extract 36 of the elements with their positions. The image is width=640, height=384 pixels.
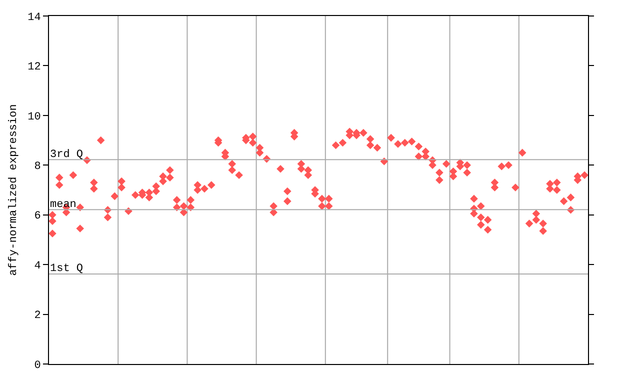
point bbox=[484, 226, 492, 234]
point bbox=[324, 202, 333, 210]
point bbox=[104, 213, 112, 222]
y-axis-title: affy-normalized expression bbox=[8, 104, 20, 276]
point bbox=[118, 184, 126, 192]
ref-line-label: 1st Q bbox=[50, 263, 84, 275]
point bbox=[228, 166, 236, 174]
point bbox=[248, 138, 257, 147]
point bbox=[366, 141, 374, 150]
point bbox=[284, 197, 292, 206]
point bbox=[414, 152, 423, 160]
point bbox=[532, 216, 540, 224]
point bbox=[463, 168, 471, 176]
point bbox=[318, 202, 326, 210]
y-tick-label: 12 bbox=[28, 62, 41, 74]
point bbox=[76, 224, 84, 232]
y-tick-label: 8 bbox=[34, 160, 41, 173]
y-tick-label: 4 bbox=[34, 260, 42, 272]
point bbox=[476, 220, 485, 229]
y-tick-label: 2 bbox=[34, 310, 41, 322]
y-tick-label: 14 bbox=[28, 12, 42, 24]
ref-line-label: 3rd Q bbox=[50, 149, 84, 161]
y-tick-label: 10 bbox=[28, 111, 41, 124]
point bbox=[553, 186, 561, 194]
point bbox=[539, 227, 547, 235]
point bbox=[270, 208, 278, 216]
y-tick-label: 0 bbox=[34, 360, 41, 372]
point bbox=[436, 176, 444, 184]
point bbox=[48, 217, 56, 225]
y-tick-label: 6 bbox=[34, 210, 41, 223]
point bbox=[55, 181, 64, 189]
point bbox=[90, 184, 98, 193]
point bbox=[476, 213, 485, 222]
point bbox=[166, 174, 174, 182]
point bbox=[48, 230, 56, 238]
ref-line-label: mean bbox=[50, 199, 76, 211]
